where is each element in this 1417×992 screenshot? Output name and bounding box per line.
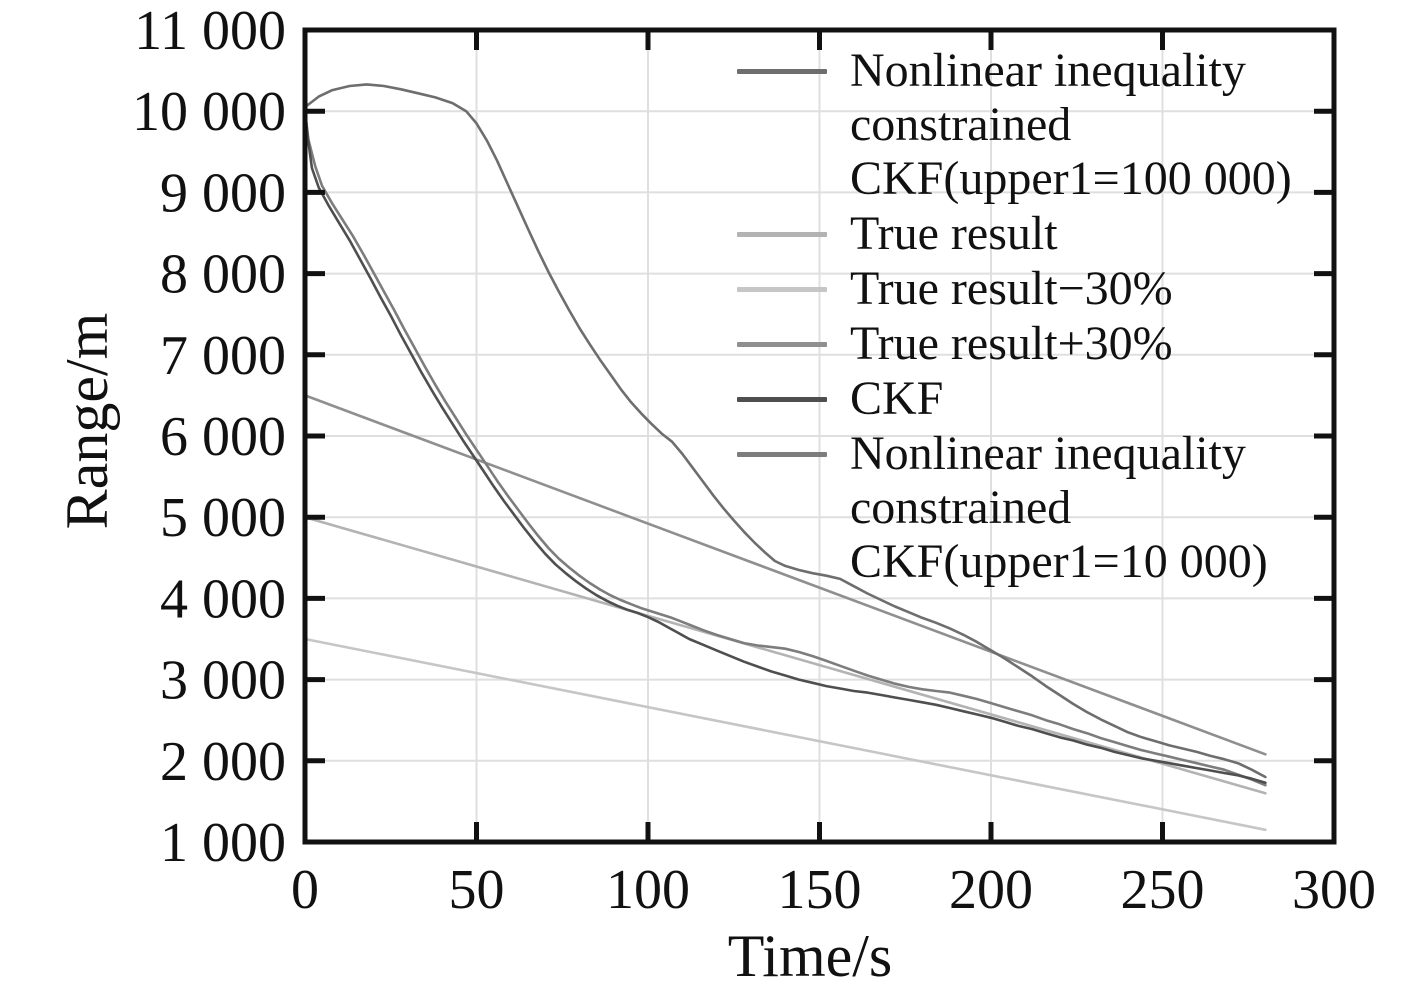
- y-tick-label: 3 000: [160, 650, 286, 712]
- legend-item: Nonlinear inequality constrained CKF(upper…: [737, 427, 1292, 589]
- legend-item: CKF: [737, 372, 1292, 426]
- x-tick-label: 150: [778, 859, 862, 921]
- x-tick-label: 100: [606, 859, 690, 921]
- legend-item: True result−30%: [737, 262, 1292, 316]
- legend-item: True result+30%: [737, 317, 1292, 371]
- x-tick-label: 200: [949, 859, 1033, 921]
- y-axis-title: Range/m: [54, 312, 120, 530]
- y-tick-label: 1 000: [160, 812, 286, 874]
- legend-item: True result: [737, 207, 1292, 261]
- legend-swatch-line: [737, 232, 827, 237]
- series-line: [303, 109, 1267, 785]
- y-tick-label: 9 000: [160, 162, 286, 224]
- tick-marks: [302, 27, 1337, 845]
- legend-swatch-line: [737, 452, 827, 457]
- y-tick-label: 10 000: [132, 81, 286, 143]
- x-tick-label: 250: [1121, 859, 1205, 921]
- y-tick-label: 11 000: [134, 0, 286, 62]
- x-tick-label: 300: [1292, 859, 1376, 921]
- x-tick-label: 0: [291, 859, 319, 921]
- y-tick-label: 4 000: [160, 568, 286, 630]
- legend-swatch-line: [737, 342, 827, 347]
- x-axis-title: Time/s: [727, 923, 893, 989]
- y-tick-label: 5 000: [160, 487, 286, 549]
- legend-label: True result+30%: [850, 317, 1173, 370]
- y-tick-label: 8 000: [160, 244, 286, 306]
- series-line: [303, 637, 1267, 832]
- legend-label: Nonlinear inequality constrained CKF(upper…: [850, 44, 1292, 205]
- legend-label: CKF: [850, 372, 944, 425]
- x-tick-label: 50: [449, 859, 505, 921]
- legend-label: True result−30%: [850, 262, 1173, 315]
- grid-layer: [305, 30, 1334, 842]
- series-line: [303, 109, 1267, 787]
- legend-label: Nonlinear inequality constrained CKF(upper…: [850, 427, 1268, 588]
- series-line: [303, 83, 1267, 779]
- y-tick-label: 2 000: [160, 731, 286, 793]
- legend: Nonlinear inequality constrained CKF(upper…: [737, 44, 1292, 589]
- legend-swatch-line: [737, 69, 827, 74]
- x-tick-labels: 0 50 100 150 200 250 300: [291, 859, 1376, 921]
- y-tick-label: 6 000: [160, 406, 286, 468]
- legend-label: True result: [850, 207, 1058, 260]
- legend-item: Nonlinear inequality constrained CKF(upper…: [737, 44, 1292, 206]
- legend-swatch-line: [737, 397, 827, 402]
- y-tick-labels: 1 000 2 000 3 000 4 000 5 000 6 000 7 000 8 000…: [132, 0, 286, 874]
- series-line: [303, 515, 1267, 795]
- series-line: [303, 394, 1267, 756]
- series-layer: [303, 83, 1267, 832]
- legend-swatch-line: [737, 287, 827, 292]
- y-tick-label: 7 000: [160, 325, 286, 387]
